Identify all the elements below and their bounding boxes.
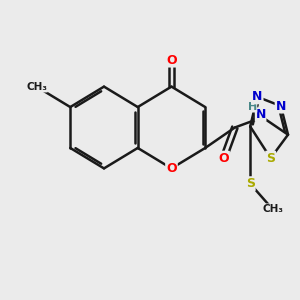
Text: O: O (218, 152, 229, 165)
Text: N: N (255, 108, 266, 121)
Text: N: N (276, 100, 286, 112)
Text: O: O (166, 162, 177, 175)
Text: CH₃: CH₃ (26, 82, 47, 92)
Text: S: S (246, 177, 255, 190)
Text: H: H (248, 102, 257, 112)
Text: O: O (166, 53, 177, 67)
Text: N: N (252, 90, 262, 103)
Text: CH₃: CH₃ (262, 204, 283, 214)
Text: S: S (266, 152, 275, 165)
